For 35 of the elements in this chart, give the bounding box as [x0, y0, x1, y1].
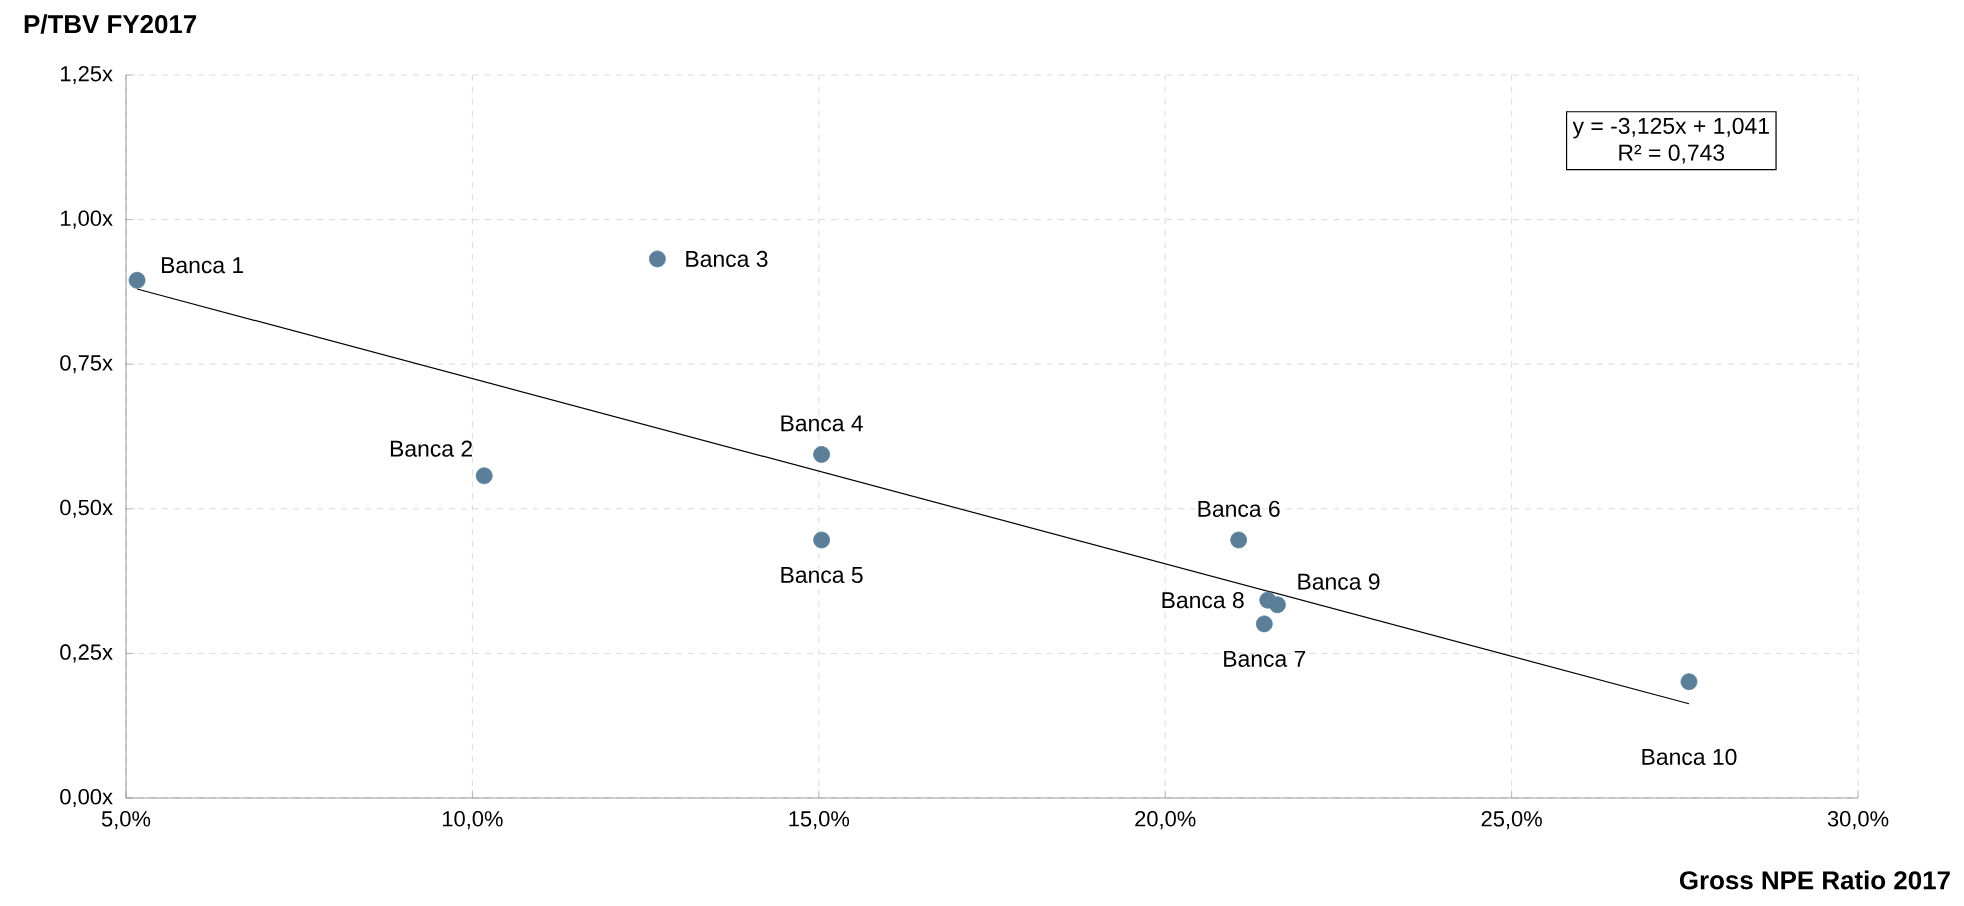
x-tick-label: 20,0% — [1135, 811, 1196, 830]
y-axis-title: P/TBV FY2017 — [24, 14, 197, 34]
point — [813, 531, 830, 549]
series-label: Banca 9 — [1298, 573, 1380, 590]
point — [475, 467, 493, 485]
point — [128, 271, 146, 289]
annotation: R² = 0,743 — [1619, 144, 1725, 164]
y-tick-label: 0,50x — [60, 499, 113, 518]
y-tick-label: 1,00x — [61, 210, 113, 229]
y-tick-label: 0,75x — [60, 355, 113, 374]
series-label: Banca 8 — [1162, 592, 1244, 609]
x-tick-label: 10,0% — [442, 811, 503, 830]
series-label: Banca 6 — [1198, 500, 1280, 517]
point — [1255, 615, 1273, 633]
series-label: Banca 5 — [781, 567, 863, 584]
x-axis-title: Gross NPE Ratio 2017 — [1679, 870, 1950, 890]
y-tick-label: 0,25x — [60, 644, 113, 663]
annotation: y = -3,125x + 1,041 — [1572, 117, 1769, 139]
y-tick-label: 0,00x — [60, 788, 113, 808]
point — [1269, 596, 1286, 614]
x-tick-label: 30,0% — [1827, 811, 1889, 830]
point — [813, 446, 830, 463]
series-label: Banca 3 — [686, 250, 768, 268]
point — [1680, 673, 1698, 691]
series-label: Banca 7 — [1224, 650, 1306, 667]
series-label: Banca 4 — [781, 415, 863, 432]
y-tick-label: 1,25x — [61, 65, 113, 85]
point — [1230, 531, 1248, 549]
series-label: Banca 2 — [390, 440, 472, 457]
text: Banca 10 — [1642, 748, 1737, 765]
series-label: Banca 1 — [162, 257, 244, 274]
x-tick-label: 5,0% — [101, 811, 151, 830]
x-tick-label: 15,0% — [789, 811, 850, 830]
point — [648, 250, 666, 268]
x-tick-label: 25,0% — [1481, 811, 1542, 830]
